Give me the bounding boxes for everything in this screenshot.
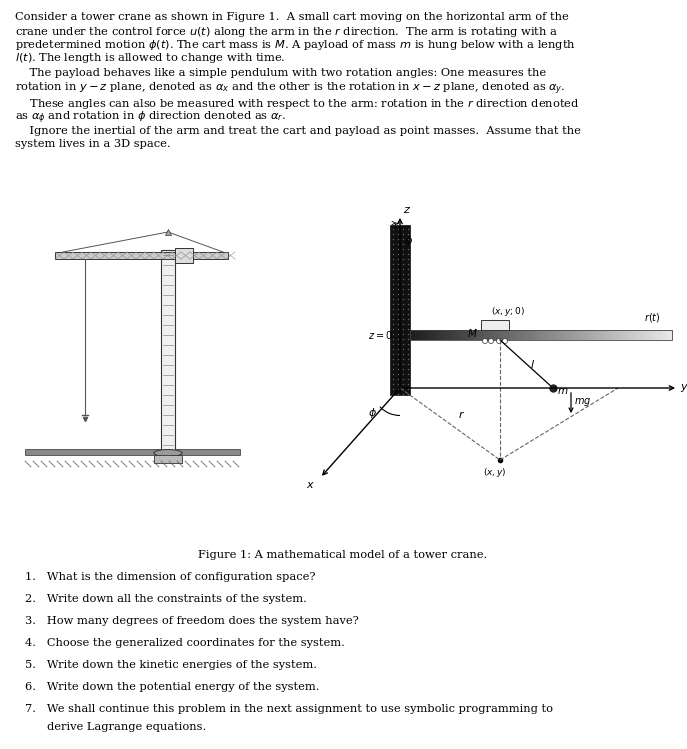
Text: $r$: $r$ xyxy=(458,409,465,420)
Bar xyxy=(552,330,557,340)
Bar xyxy=(520,330,526,340)
Text: crane under the control force $u(t)$ along the arm in the $r$ direction.  The ar: crane under the control force $u(t)$ alo… xyxy=(15,25,558,39)
Bar xyxy=(620,330,625,340)
Bar xyxy=(55,252,228,259)
Bar xyxy=(410,330,672,340)
Bar xyxy=(452,330,458,340)
Text: $x$: $x$ xyxy=(306,480,315,490)
Bar xyxy=(646,330,651,340)
Text: $z$: $z$ xyxy=(403,205,411,215)
Bar xyxy=(488,330,495,340)
Text: 6.   Write down the potential energy of the system.: 6. Write down the potential energy of th… xyxy=(25,682,319,692)
Bar xyxy=(635,330,641,340)
Text: The payload behaves like a simple pendulum with two rotation angles: One measure: The payload behaves like a simple pendul… xyxy=(15,68,546,78)
Bar xyxy=(667,330,673,340)
Bar xyxy=(510,330,515,340)
Bar xyxy=(468,330,473,340)
Text: Ignore the inertial of the arm and treat the cart and payload as point masses.  : Ignore the inertial of the arm and treat… xyxy=(15,126,581,136)
Circle shape xyxy=(497,339,502,344)
Text: $mg$: $mg$ xyxy=(574,396,592,408)
Bar xyxy=(25,449,240,455)
Bar xyxy=(567,330,573,340)
Text: as $\alpha_\phi$ and rotation in $\phi$ direction denoted as $\alpha_r$.: as $\alpha_\phi$ and rotation in $\phi$ … xyxy=(15,110,286,127)
Text: $\phi$: $\phi$ xyxy=(368,406,377,420)
Text: derive Lagrange equations.: derive Lagrange equations. xyxy=(47,722,206,732)
Bar xyxy=(609,330,615,340)
Bar xyxy=(530,330,537,340)
Bar xyxy=(656,330,662,340)
Bar xyxy=(175,248,193,263)
Bar xyxy=(447,330,453,340)
Bar xyxy=(572,330,578,340)
Bar xyxy=(640,330,646,340)
Bar xyxy=(614,330,620,340)
Text: These angles can also be measured with respect to the arm: rotation in the $r$ d: These angles can also be measured with r… xyxy=(15,97,579,111)
Bar xyxy=(390,225,410,395)
Text: $(x,y;0)$: $(x,y;0)$ xyxy=(491,305,525,318)
Bar xyxy=(541,330,547,340)
Bar xyxy=(499,330,505,340)
Text: 2.   Write down all the constraints of the system.: 2. Write down all the constraints of the… xyxy=(25,594,307,604)
Text: $r(t)$: $r(t)$ xyxy=(644,311,661,324)
Text: $l$: $l$ xyxy=(530,358,535,370)
Circle shape xyxy=(502,339,508,344)
Text: $m$: $m$ xyxy=(557,386,568,396)
Text: system lives in a 3D space.: system lives in a 3D space. xyxy=(15,139,170,149)
Text: 1.   What is the dimension of configuration space?: 1. What is the dimension of configuratio… xyxy=(25,572,315,582)
Text: 3.   How many degrees of freedom does the system have?: 3. How many degrees of freedom does the … xyxy=(25,616,359,626)
Bar xyxy=(473,330,479,340)
Text: predetermined motion $\phi(t)$. The cart mass is $M$. A payload of mass $m$ is h: predetermined motion $\phi(t)$. The cart… xyxy=(15,38,576,52)
Bar xyxy=(604,330,609,340)
Bar xyxy=(556,330,563,340)
Bar xyxy=(462,330,468,340)
Bar xyxy=(504,330,510,340)
Text: Consider a tower crane as shown in Figure 1.  A small cart moving on the horizon: Consider a tower crane as shown in Figur… xyxy=(15,12,569,22)
Bar xyxy=(415,330,421,340)
Text: $l(t)$. The length is allowed to change with time.: $l(t)$. The length is allowed to change … xyxy=(15,51,286,65)
Bar xyxy=(651,330,657,340)
Text: rotation in $y - z$ plane, denoted as $\alpha_x$ and the other is the rotation i: rotation in $y - z$ plane, denoted as $\… xyxy=(15,81,565,97)
Circle shape xyxy=(488,339,493,344)
Bar xyxy=(583,330,589,340)
Bar xyxy=(515,330,521,340)
Bar xyxy=(457,330,463,340)
Bar xyxy=(578,330,583,340)
Bar xyxy=(410,330,416,340)
Bar xyxy=(625,330,631,340)
Bar xyxy=(484,330,489,340)
Text: 7.   We shall continue this problem in the next assignment to use symbolic progr: 7. We shall continue this problem in the… xyxy=(25,704,553,714)
Bar xyxy=(536,330,541,340)
Text: 4.   Choose the generalized coordinates for the system.: 4. Choose the generalized coordinates fo… xyxy=(25,638,345,648)
Bar xyxy=(426,330,431,340)
Text: $(x,y)$: $(x,y)$ xyxy=(483,466,507,479)
Bar xyxy=(526,330,531,340)
Bar xyxy=(588,330,594,340)
Bar xyxy=(436,330,442,340)
Bar xyxy=(662,330,667,340)
Bar xyxy=(546,330,552,340)
Circle shape xyxy=(482,339,488,344)
Bar xyxy=(598,330,605,340)
Bar xyxy=(478,330,484,340)
Text: $y$: $y$ xyxy=(680,382,687,394)
Bar xyxy=(562,330,567,340)
Bar xyxy=(630,330,636,340)
Ellipse shape xyxy=(154,449,182,456)
Text: $M$: $M$ xyxy=(467,327,477,339)
Bar xyxy=(431,330,437,340)
Bar xyxy=(154,455,182,463)
Bar xyxy=(481,320,509,330)
Text: $z{=}0$: $z{=}0$ xyxy=(368,329,392,341)
Bar xyxy=(442,330,447,340)
Bar xyxy=(420,330,426,340)
Text: $\dot{\phi}$: $\dot{\phi}$ xyxy=(405,232,413,249)
Bar xyxy=(161,250,175,450)
Text: 5.   Write down the kinetic energies of the system.: 5. Write down the kinetic energies of th… xyxy=(25,660,317,670)
Bar xyxy=(494,330,499,340)
Text: Figure 1: A mathematical model of a tower crane.: Figure 1: A mathematical model of a towe… xyxy=(199,550,488,560)
Bar xyxy=(594,330,599,340)
